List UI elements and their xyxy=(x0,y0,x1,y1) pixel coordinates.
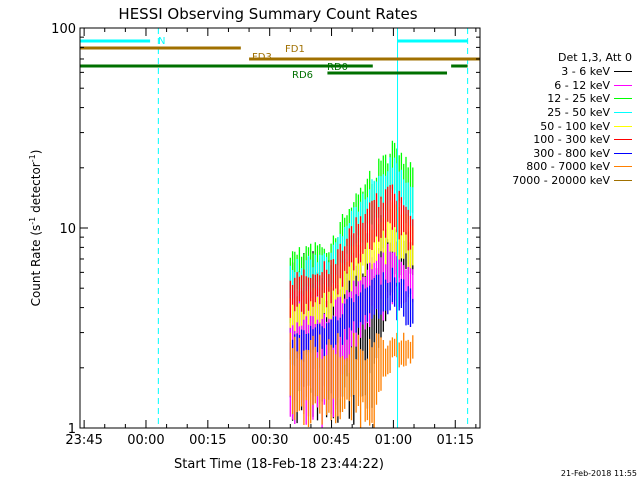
x-tick-label: 23:45 xyxy=(65,433,102,448)
legend-swatch xyxy=(614,152,632,154)
status-bar-label: RD0 xyxy=(327,62,348,73)
status-bar-label: RD6 xyxy=(292,70,313,81)
legend-swatch xyxy=(614,98,632,100)
y-axis-label: Count Rate (s-1 detector-1) xyxy=(28,150,43,307)
series-100-300-kev xyxy=(289,184,414,318)
legend: Det 1,3, Att 0 3 - 6 keV 6 - 12 keV 12 - 2… xyxy=(480,50,632,187)
series-trace xyxy=(289,184,414,318)
chart-title: HESSI Observing Summary Count Rates xyxy=(118,5,417,23)
legend-swatch xyxy=(614,139,632,141)
y-tick-label: 100 xyxy=(51,22,76,37)
legend-entry: 800 - 7000 keV xyxy=(480,160,632,174)
legend-label: 50 - 100 keV xyxy=(540,119,610,133)
axis-layer: 23:45 00:00 00:15 00:30 00:45 01:00 01:15 1 10 10… xyxy=(51,22,480,448)
legend-entry: 6 - 12 keV xyxy=(480,79,632,93)
legend-entry: 100 - 300 keV xyxy=(480,133,632,147)
legend-entry: 50 - 100 keV xyxy=(480,119,632,133)
status-bar-label: N xyxy=(158,36,165,47)
legend-swatch xyxy=(614,112,632,114)
data-layer xyxy=(289,140,414,428)
x-tick-label: 00:15 xyxy=(189,433,226,448)
legend-label: 6 - 12 keV xyxy=(554,78,610,92)
legend-label: 300 - 800 keV xyxy=(533,146,610,160)
x-tick-label: 01:00 xyxy=(375,433,412,448)
legend-entry: 3 - 6 keV xyxy=(480,65,632,79)
series-trace xyxy=(289,332,414,428)
status-bar-label: FD3 xyxy=(252,52,272,63)
legend-swatch xyxy=(614,125,632,127)
plot-frame xyxy=(79,27,481,429)
overlay-layer: N FD1 FD3 RD0 RD6 xyxy=(80,28,480,428)
legend-entry: 25 - 50 keV xyxy=(480,106,632,120)
status-bar-label: FD1 xyxy=(285,44,305,55)
legend-title: Det 1,3, Att 0 xyxy=(558,51,632,64)
y-tick-label: 1 xyxy=(68,422,76,437)
legend-swatch xyxy=(614,71,632,73)
x-axis-label: Start Time (18-Feb-18 23:44:22) xyxy=(174,457,384,472)
legend-label: 25 - 50 keV xyxy=(547,106,610,120)
legend-label: 800 - 7000 keV xyxy=(526,160,610,174)
legend-swatch xyxy=(614,166,632,168)
timestamp: 21-Feb-2018 11:55 xyxy=(560,469,637,478)
x-tick-label: 01:15 xyxy=(437,433,474,448)
x-tick-label: 00:45 xyxy=(313,433,350,448)
legend-swatch xyxy=(614,180,632,182)
legend-label: 12 - 25 keV xyxy=(547,92,610,106)
legend-entry: 7000 - 20000 keV xyxy=(480,174,632,188)
legend-entry: 300 - 800 keV xyxy=(480,147,632,161)
legend-label: 100 - 300 keV xyxy=(533,133,610,147)
legend-swatch xyxy=(614,84,632,86)
legend-entry: 12 - 25 keV xyxy=(480,92,632,106)
legend-label: 3 - 6 keV xyxy=(561,65,610,79)
legend-label: 7000 - 20000 keV xyxy=(512,174,610,188)
x-tick-label: 00:00 xyxy=(127,433,164,448)
series-800-7000-kev xyxy=(289,332,414,428)
y-tick-label: 10 xyxy=(59,222,76,237)
x-tick-label: 00:30 xyxy=(251,433,288,448)
